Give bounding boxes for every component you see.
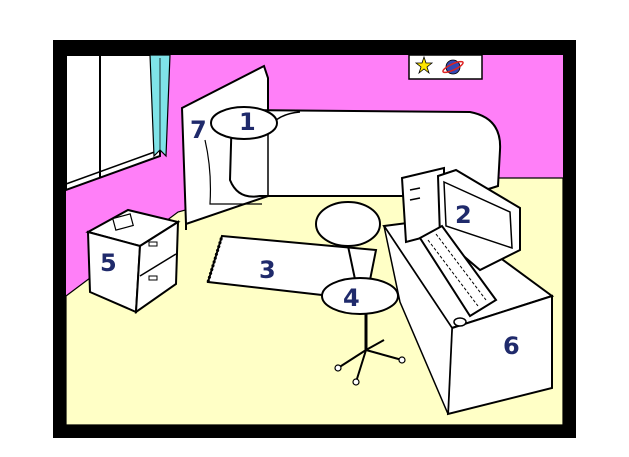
mouse: [453, 317, 467, 327]
star-icon: [414, 55, 434, 75]
label-desk: 6: [503, 332, 520, 360]
curtain: [149, 54, 171, 158]
label-chair: 4: [343, 284, 360, 312]
desk-chair: [315, 201, 406, 386]
label-nightstand: 5: [100, 249, 117, 277]
keyboard: [418, 224, 498, 318]
window: [65, 54, 161, 192]
label-computer: 2: [455, 201, 472, 229]
label-rug: 3: [259, 256, 276, 284]
planet-icon: [442, 59, 464, 75]
wall-poster: [408, 54, 483, 80]
nightstand: [85, 208, 181, 315]
phone-icon: [112, 213, 134, 231]
label-pillow: 1: [239, 108, 256, 136]
pillow: [210, 106, 278, 140]
label-bed: 7: [190, 116, 207, 144]
